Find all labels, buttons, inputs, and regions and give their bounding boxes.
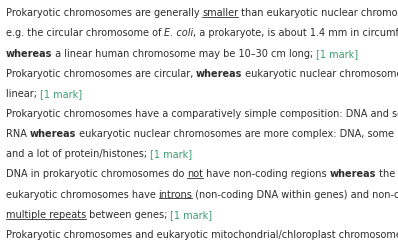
Text: whereas: whereas bbox=[6, 49, 52, 59]
Text: , a prokaryote, is about 1.4 mm in circumference: , a prokaryote, is about 1.4 mm in circu… bbox=[193, 28, 398, 38]
Text: eukaryotic chromosomes have: eukaryotic chromosomes have bbox=[6, 190, 158, 200]
Text: Prokaryotic chromosomes and eukaryotic mitochondrial/chloroplast chromosomes are: Prokaryotic chromosomes and eukaryotic m… bbox=[6, 230, 398, 240]
Text: whereas: whereas bbox=[196, 69, 242, 79]
Text: Prokaryotic chromosomes are generally: Prokaryotic chromosomes are generally bbox=[6, 8, 202, 18]
Text: whereas: whereas bbox=[29, 129, 76, 139]
Text: whereas: whereas bbox=[330, 170, 376, 179]
Text: not: not bbox=[187, 170, 203, 179]
Text: linear;: linear; bbox=[6, 89, 40, 99]
Text: introns: introns bbox=[158, 190, 192, 200]
Text: RNA: RNA bbox=[6, 129, 29, 139]
Text: (non-coding DNA within genes) and non-coding: (non-coding DNA within genes) and non-co… bbox=[192, 190, 398, 200]
Text: eukaryotic nuclear chromosomes are: eukaryotic nuclear chromosomes are bbox=[242, 69, 398, 79]
Text: DNA in prokaryotic chromosomes do: DNA in prokaryotic chromosomes do bbox=[6, 170, 187, 179]
Text: Prokaryotic chromosomes are circular,: Prokaryotic chromosomes are circular, bbox=[6, 69, 196, 79]
Text: multiple repeats: multiple repeats bbox=[6, 210, 86, 220]
Text: [1 mark]: [1 mark] bbox=[150, 149, 192, 159]
Text: have non-coding regions: have non-coding regions bbox=[203, 170, 330, 179]
Text: [1 mark]: [1 mark] bbox=[40, 89, 82, 99]
Text: than eukaryotic nuclear chromosomes;: than eukaryotic nuclear chromosomes; bbox=[238, 8, 398, 18]
Text: E. coli: E. coli bbox=[164, 28, 193, 38]
Text: eukaryotic nuclear chromosomes are more complex: DNA, some RNA,: eukaryotic nuclear chromosomes are more … bbox=[76, 129, 398, 139]
Text: between genes;: between genes; bbox=[86, 210, 170, 220]
Text: e.g. the circular chromosome of: e.g. the circular chromosome of bbox=[6, 28, 164, 38]
Text: smaller: smaller bbox=[202, 8, 238, 18]
Text: the DNA in: the DNA in bbox=[376, 170, 398, 179]
Text: and a lot of protein/histones;: and a lot of protein/histones; bbox=[6, 149, 150, 159]
Text: [1 mark]: [1 mark] bbox=[316, 49, 359, 59]
Text: Prokaryotic chromosomes have a comparatively simple composition: DNA and some: Prokaryotic chromosomes have a comparati… bbox=[6, 109, 398, 119]
Text: a linear human chromosome may be 10–30 cm long;: a linear human chromosome may be 10–30 c… bbox=[52, 49, 316, 59]
Text: [1 mark]: [1 mark] bbox=[170, 210, 213, 220]
